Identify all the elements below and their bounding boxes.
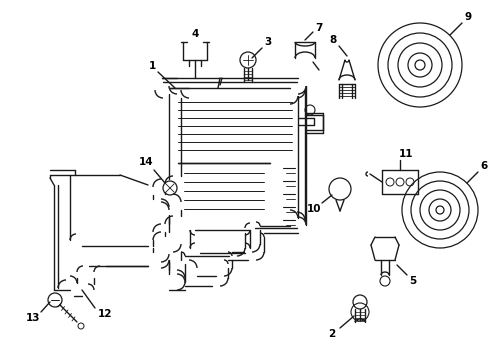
Text: 5: 5 <box>409 276 416 286</box>
Text: 2: 2 <box>328 329 336 339</box>
Text: 12: 12 <box>98 309 112 319</box>
Text: 13: 13 <box>26 313 40 323</box>
Text: 8: 8 <box>329 35 337 45</box>
Text: 6: 6 <box>480 161 488 171</box>
Text: 11: 11 <box>399 149 413 159</box>
Text: 4: 4 <box>191 29 198 39</box>
Text: 3: 3 <box>265 37 271 47</box>
Text: 7: 7 <box>315 23 323 33</box>
Text: 10: 10 <box>307 204 321 214</box>
Text: 9: 9 <box>465 12 471 22</box>
Text: 1: 1 <box>148 61 156 71</box>
Text: 14: 14 <box>139 157 153 167</box>
